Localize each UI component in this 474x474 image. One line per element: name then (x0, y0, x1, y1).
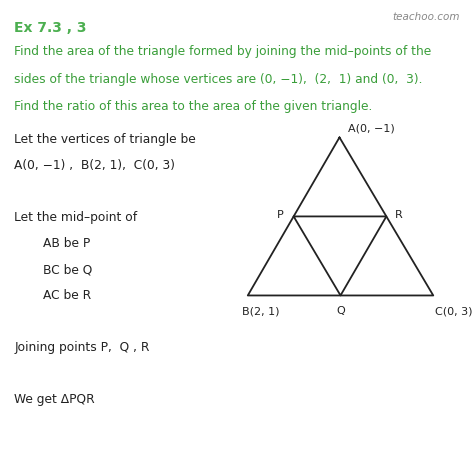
Text: A(0, −1): A(0, −1) (348, 124, 394, 134)
Text: teachoo.com: teachoo.com (392, 12, 460, 22)
Text: We get ΔPQR: We get ΔPQR (14, 393, 95, 406)
Text: Find the ratio of this area to the area of the given triangle.: Find the ratio of this area to the area … (14, 100, 373, 113)
Text: C(0, 3): C(0, 3) (435, 306, 473, 316)
Text: AB be P: AB be P (43, 237, 90, 250)
Text: BC be Q: BC be Q (43, 263, 92, 276)
Text: R: R (395, 210, 402, 219)
Text: sides of the triangle whose vertices are (0, −1),  (2,  1) and (0,  3).: sides of the triangle whose vertices are… (14, 73, 423, 85)
Text: AC be R: AC be R (43, 289, 91, 302)
Text: Q: Q (336, 306, 345, 316)
Text: Ex 7.3 , 3: Ex 7.3 , 3 (14, 21, 87, 36)
Text: Find the area of the triangle formed by joining the mid–points of the: Find the area of the triangle formed by … (14, 45, 431, 58)
Text: Let the mid–point of: Let the mid–point of (14, 211, 137, 224)
Text: A(0, −1) ,  B(2, 1),  C(0, 3): A(0, −1) , B(2, 1), C(0, 3) (14, 159, 175, 172)
Text: B(2, 1): B(2, 1) (242, 306, 279, 316)
Text: Joining points P,  Q , R: Joining points P, Q , R (14, 341, 150, 354)
Text: P: P (276, 210, 283, 219)
Text: Let the vertices of triangle be: Let the vertices of triangle be (14, 133, 196, 146)
